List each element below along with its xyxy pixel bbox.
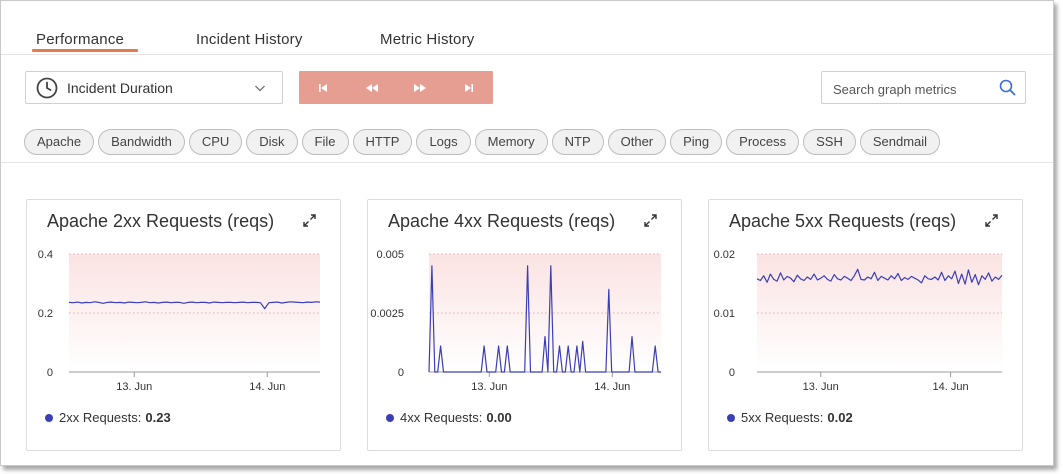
x-tick-label: 13. Jun xyxy=(116,381,152,393)
x-tick-label: 14. Jun xyxy=(249,381,285,393)
rewind-button[interactable] xyxy=(348,71,397,104)
clock-icon xyxy=(36,77,58,99)
expand-icon[interactable] xyxy=(644,214,657,227)
rewind-icon xyxy=(365,83,378,92)
chart-legend: 2xx Requests: 0.23 xyxy=(45,410,171,425)
chip-ntp[interactable]: NTP xyxy=(551,129,604,155)
chip-disk[interactable]: Disk xyxy=(246,129,298,155)
y-tick-label: 0 xyxy=(398,367,404,379)
x-tick-label: 13. Jun xyxy=(803,381,839,393)
chart-legend: 4xx Requests: 0.00 xyxy=(386,410,512,425)
card-title: Apache 5xx Requests (reqs) xyxy=(729,211,957,231)
chip-bandwidth[interactable]: Bandwidth xyxy=(98,129,185,155)
y-tick-label: 0.4 xyxy=(38,249,53,261)
skip-to-start-button[interactable] xyxy=(299,71,348,104)
expand-icon[interactable] xyxy=(985,214,998,227)
chip-file[interactable]: File xyxy=(301,129,349,155)
search-icon[interactable] xyxy=(999,79,1016,96)
y-tick-label: 0 xyxy=(47,367,53,379)
metric-card-5xx: Apache 5xx Requests (reqs) 0 0.01 0.02 13. … xyxy=(708,199,1023,451)
legend-dot xyxy=(727,413,735,422)
expand-icon[interactable] xyxy=(303,214,316,227)
category-filter-bar: Apache Bandwidth CPU Disk File HTTP Logs… xyxy=(1,119,1053,163)
chip-process[interactable]: Process xyxy=(726,129,800,155)
y-tick-label: 0.0025 xyxy=(370,308,404,320)
legend-dot xyxy=(386,413,394,422)
fast-forward-button[interactable] xyxy=(396,71,445,104)
graph-search xyxy=(821,71,1026,104)
legend-dot xyxy=(45,413,53,422)
x-tick-label: 14. Jun xyxy=(594,381,630,393)
legend-label: 4xx Requests: xyxy=(400,410,483,425)
skip-start-icon xyxy=(319,83,328,92)
chip-ping[interactable]: Ping xyxy=(670,129,723,155)
chip-memory[interactable]: Memory xyxy=(474,129,548,155)
requests-5xx-chart: 0 0.01 0.02 13. Jun 14. Jun xyxy=(714,249,1003,393)
metric-card-2xx: Apache 2xx Requests (reqs) 0 0.2 0.4 13. Ju… xyxy=(26,199,341,451)
chip-apache[interactable]: Apache xyxy=(24,129,95,155)
x-tick-label: 14. Jun xyxy=(933,381,969,393)
legend-label: 2xx Requests: xyxy=(59,410,142,425)
x-tick-label: 13. Jun xyxy=(471,381,507,393)
series-line xyxy=(68,301,321,310)
card-title: Apache 2xx Requests (reqs) xyxy=(47,211,275,231)
tab-performance[interactable]: Performance xyxy=(36,31,125,48)
app-window: Performance Incident History Metric Hist… xyxy=(0,0,1054,466)
chip-ssh[interactable]: SSH xyxy=(803,129,856,155)
search-input[interactable] xyxy=(833,80,993,98)
tab-bar: Performance Incident History Metric Hist… xyxy=(1,1,1053,55)
y-tick-label: 0.01 xyxy=(714,308,735,320)
y-tick-label: 0.005 xyxy=(376,249,404,261)
skip-to-end-button[interactable] xyxy=(445,71,494,104)
y-tick-label: 0 xyxy=(729,367,735,379)
series-line xyxy=(756,268,1003,286)
duration-select-label: Incident Duration xyxy=(67,80,173,96)
series-line xyxy=(428,265,661,373)
skip-end-icon xyxy=(464,83,473,92)
legend-value: 0.23 xyxy=(145,410,171,425)
legend-label: 5xx Requests: xyxy=(741,410,824,425)
tab-incident-history[interactable]: Incident History xyxy=(196,31,303,48)
chart-legend: 5xx Requests: 0.02 xyxy=(727,410,853,425)
chevron-down-icon xyxy=(255,85,265,92)
y-tick-label: 0.2 xyxy=(38,308,53,320)
y-tick-label: 0.02 xyxy=(714,249,735,261)
chip-cpu[interactable]: CPU xyxy=(188,129,243,155)
category-chips: Apache Bandwidth CPU Disk File HTTP Logs… xyxy=(24,129,944,155)
requests-4xx-chart: 0 0.0025 0.005 13. Jun 14. Jun xyxy=(370,249,661,393)
requests-2xx-chart: 0 0.2 0.4 13. Jun 14. Jun xyxy=(38,249,321,393)
tab-metric-history[interactable]: Metric History xyxy=(380,31,475,48)
chip-logs[interactable]: Logs xyxy=(416,129,471,155)
legend-value: 0.02 xyxy=(827,410,853,425)
legend-value: 0.00 xyxy=(486,410,512,425)
chip-other[interactable]: Other xyxy=(607,129,667,155)
card-title: Apache 4xx Requests (reqs) xyxy=(388,211,616,231)
metric-card-4xx: Apache 4xx Requests (reqs) 0 0.0025 0.005 1… xyxy=(367,199,682,451)
chip-sendmail[interactable]: Sendmail xyxy=(859,129,941,155)
duration-select[interactable]: Incident Duration xyxy=(25,71,283,104)
chip-http[interactable]: HTTP xyxy=(352,129,413,155)
playback-controls xyxy=(299,71,493,104)
active-tab-indicator xyxy=(32,49,138,52)
fast-forward-icon xyxy=(414,83,427,92)
